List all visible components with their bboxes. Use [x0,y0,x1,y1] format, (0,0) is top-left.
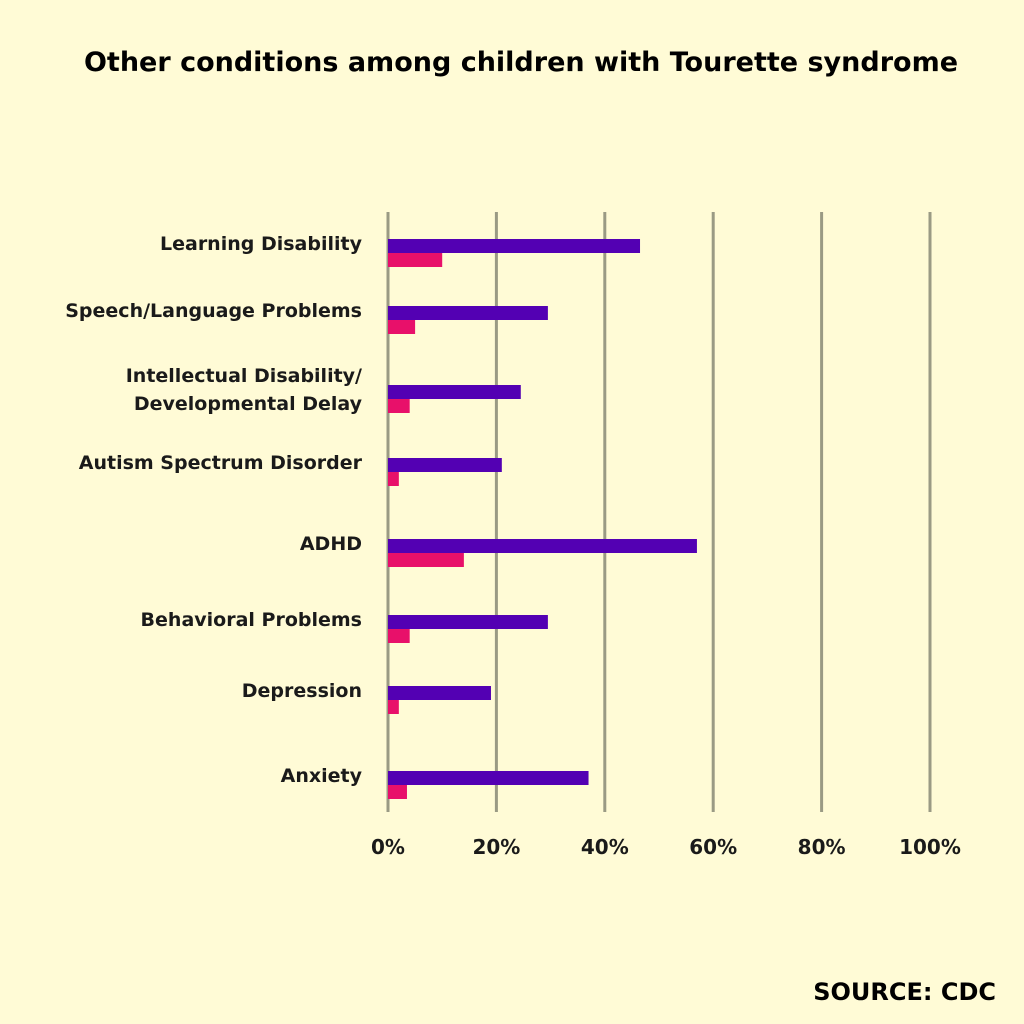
bar-series-1-3 [388,458,502,472]
category-labels: Learning Disability Speech/Language Probl… [65,233,362,787]
bar-series-2-6 [388,700,399,714]
x-tick-label: 60% [689,835,737,859]
x-tick-label: 20% [472,835,520,859]
x-tick-label: 80% [798,835,846,859]
bar-series-2-0 [388,253,443,267]
category-label-line: Intellectual Disability/ [126,365,362,387]
category-label: Intellectual Disability/Developmental De… [126,365,363,415]
category-label-line: Anxiety [281,765,363,787]
category-label-line: ADHD [300,533,362,555]
bars [388,239,697,799]
bar-series-2-2 [388,399,410,413]
x-tick-label: 40% [581,835,629,859]
category-label: ADHD [300,533,362,555]
source-note: SOURCE: CDC [813,978,996,1006]
category-label-line: Speech/Language Problems [65,300,362,322]
bar-series-2-4 [388,553,464,567]
bar-series-1-6 [388,686,491,700]
bar-series-2-1 [388,320,416,334]
bar-series-2-5 [388,629,410,643]
bar-series-1-0 [388,239,641,253]
category-label: Depression [242,680,362,702]
category-label: Behavioral Problems [141,609,362,631]
category-label: Anxiety [281,765,363,787]
gridlines [386,212,932,812]
category-label-line: Learning Disability [160,233,363,255]
category-label-line: Behavioral Problems [141,609,362,631]
bar-series-1-2 [388,385,521,399]
bar-series-1-7 [388,771,589,785]
category-label: Learning Disability [160,233,363,255]
category-label-line: Autism Spectrum Disorder [79,452,363,474]
bar-series-1-5 [388,615,548,629]
x-tick-label: 0% [371,835,405,859]
x-tick-labels: 0% 20% 40% 60% 80% 100% [371,835,961,859]
bar-series-2-3 [388,472,399,486]
bar-series-1-4 [388,539,697,553]
bar-series-2-7 [388,785,407,799]
x-tick-label: 100% [899,835,961,859]
category-label-line: Depression [242,680,362,702]
category-label-line: Developmental Delay [134,393,363,415]
chart-title: Other conditions among children with Tou… [84,47,958,78]
category-label: Speech/Language Problems [65,300,362,322]
bar-series-1-1 [388,306,548,320]
category-label: Autism Spectrum Disorder [79,452,363,474]
